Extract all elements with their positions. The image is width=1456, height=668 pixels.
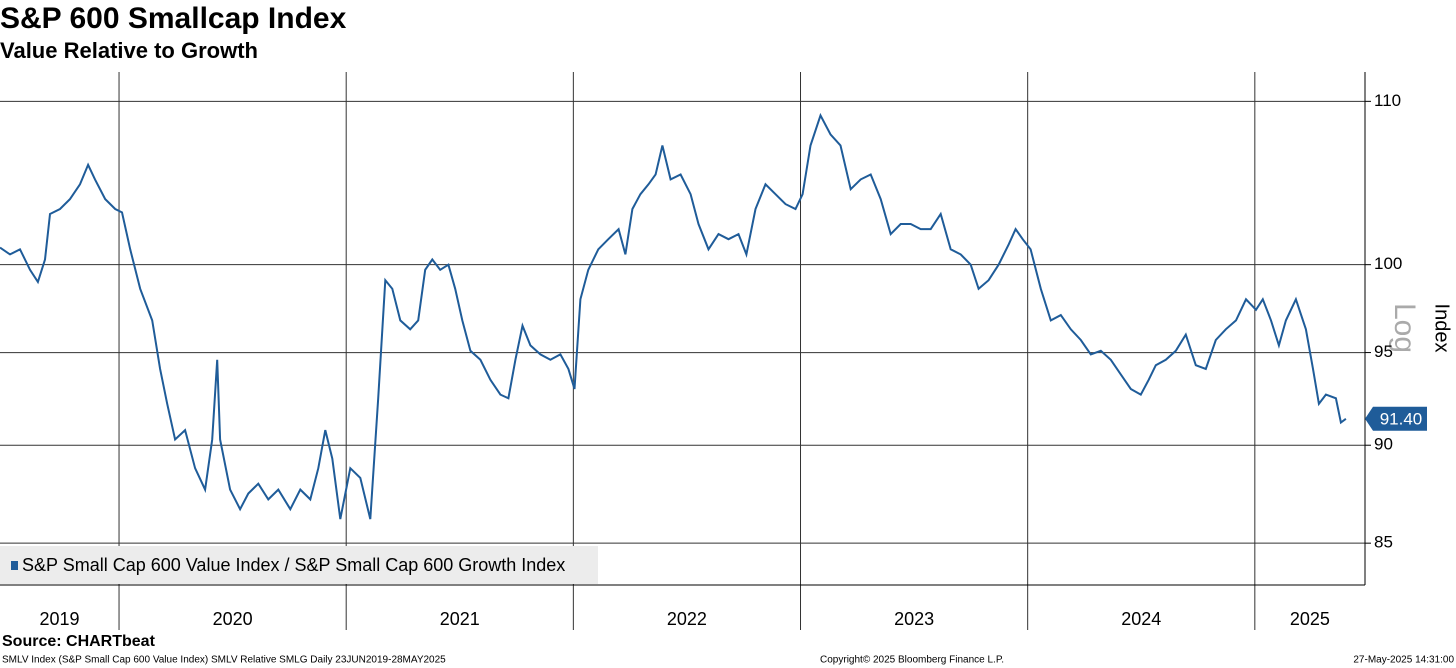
x-tick-label: 2019: [39, 609, 79, 629]
x-tick-label: 2023: [894, 609, 934, 629]
log-scale-label: Log: [1388, 303, 1421, 353]
legend-swatch: [11, 561, 18, 570]
last-value-label: 91.40: [1380, 409, 1423, 428]
legend-label: S&P Small Cap 600 Value Index / S&P Smal…: [22, 555, 565, 575]
last-value-tag: [1365, 406, 1427, 431]
y-tick-label: 90: [1374, 435, 1393, 454]
x-tick-label: 2021: [440, 609, 480, 629]
series-line: [0, 112, 1347, 520]
footer-left: SMLV Index (S&P Small Cap 600 Value Inde…: [2, 655, 446, 666]
footer-center: Copyright© 2025 Bloomberg Finance L.P.: [820, 655, 1004, 666]
x-tick-label: 2024: [1121, 609, 1161, 629]
y-axis-label: Index: [1431, 304, 1453, 353]
x-tick-label: 2025: [1290, 609, 1330, 629]
y-tick-label: 110: [1374, 91, 1401, 110]
legend-box: [0, 546, 598, 584]
chart-subtitle: Value Relative to Growth: [0, 38, 258, 63]
footer-right: 27-May-2025 14:31:00: [1353, 655, 1454, 666]
chart-title: S&P 600 Smallcap Index: [0, 2, 347, 35]
y-tick-label: 95: [1374, 342, 1393, 361]
y-tick-label: 85: [1374, 533, 1393, 552]
y-tick-label: 100: [1374, 254, 1402, 273]
x-tick-label: 2020: [213, 609, 253, 629]
x-tick-label: 2022: [667, 609, 707, 629]
source: Source: CHARTbeat: [2, 633, 156, 650]
